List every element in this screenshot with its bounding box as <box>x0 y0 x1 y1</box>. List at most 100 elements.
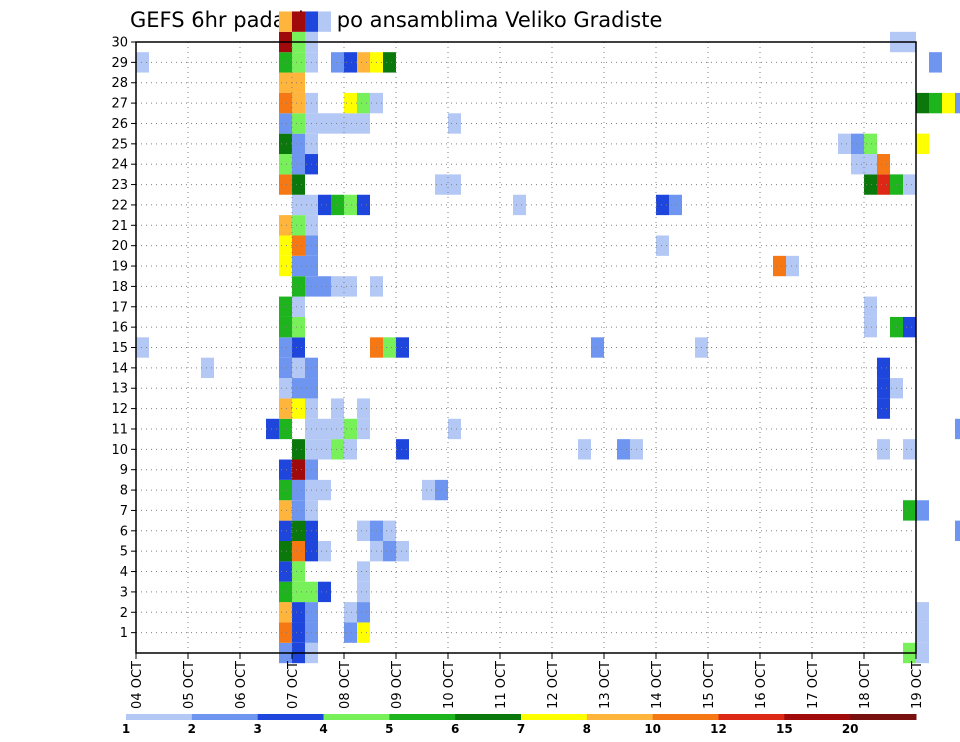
x-tick-label: 18 OCT <box>858 661 873 709</box>
x-tick-label: 08 OCT <box>338 661 353 709</box>
x-tick-label: 10 OCT <box>442 661 457 709</box>
heatmap-cell <box>292 133 305 155</box>
heatmap-cell <box>357 602 370 623</box>
x-tick-label: 04 OCT <box>130 661 145 709</box>
heatmap-cell <box>344 602 357 623</box>
chart-title: GEFS 6hr padavine po ansamblima Veliko G… <box>130 8 662 32</box>
heatmap-cell <box>656 194 669 216</box>
legend-swatch <box>126 714 193 720</box>
y-axis-ticks: 1234567891011121314151617181920212223242… <box>111 36 136 641</box>
heatmap-cell <box>292 11 305 32</box>
legend-swatch <box>718 714 785 720</box>
heatmap-cell <box>422 479 435 501</box>
heatmap-cell <box>929 52 942 73</box>
y-tick-label: 24 <box>111 158 128 173</box>
x-tick-label: 09 OCT <box>390 661 405 709</box>
heatmap-cell <box>656 235 669 256</box>
heatmap-cell <box>292 479 305 501</box>
heatmap-cell <box>292 235 305 256</box>
heatmap-cell <box>773 255 786 277</box>
y-tick-label: 12 <box>111 402 128 417</box>
x-tick-label: 16 OCT <box>754 661 769 709</box>
heatmap-cell <box>279 561 292 582</box>
y-tick-label: 29 <box>111 56 128 71</box>
heatmap-cell <box>292 337 305 358</box>
heatmap-cell <box>292 378 305 399</box>
heatmap-cell <box>344 439 357 460</box>
heatmap-cell <box>279 174 292 195</box>
heatmap-cell <box>591 337 604 358</box>
legend-swatch <box>586 714 654 720</box>
heatmap-cell <box>292 52 305 73</box>
heatmap-cell <box>292 459 305 480</box>
heatmap-cell <box>279 337 292 358</box>
heatmap-cell <box>448 174 461 195</box>
legend-swatch <box>389 714 456 720</box>
heatmap-cell <box>279 500 292 521</box>
heatmap-cell <box>279 540 292 562</box>
heatmap-cell <box>344 418 357 440</box>
y-tick-label: 18 <box>111 280 128 295</box>
heatmap-cell <box>292 316 305 338</box>
heatmap-cell <box>617 439 630 460</box>
heatmap-cell <box>513 194 526 216</box>
heatmap-cell <box>292 561 305 582</box>
heatmap-cell <box>955 92 960 114</box>
heatmap-cell <box>357 92 370 114</box>
heatmap-cell <box>357 520 370 541</box>
heatmap-cell <box>292 357 305 379</box>
x-tick-label: 15 OCT <box>702 661 717 709</box>
y-tick-label: 9 <box>120 463 128 478</box>
heatmap-cell <box>279 622 292 643</box>
heatmap-cell <box>903 500 916 521</box>
heatmap-cell <box>864 174 877 195</box>
x-tick-label: 19 OCT <box>910 661 925 709</box>
heatmap-cell <box>292 296 305 317</box>
heatmap-cell <box>383 520 396 541</box>
heatmap-cell <box>318 276 331 297</box>
y-tick-label: 3 <box>120 585 128 600</box>
heatmap-cell <box>955 418 960 440</box>
y-tick-label: 10 <box>111 443 128 458</box>
x-tick-label: 12 OCT <box>546 661 561 709</box>
y-tick-label: 2 <box>120 606 128 621</box>
heatmap-cell <box>942 92 955 114</box>
heatmap-cell <box>279 316 292 338</box>
heatmap-cell <box>357 52 370 73</box>
heatmap-cell <box>448 418 461 440</box>
heatmap-cell <box>292 500 305 521</box>
heatmap-cell <box>916 92 929 114</box>
y-tick-label: 8 <box>120 484 128 499</box>
heatmap-cell <box>292 540 305 562</box>
y-tick-label: 7 <box>120 504 128 519</box>
heatmap-cell <box>916 602 929 623</box>
heatmap-cell <box>279 52 292 73</box>
heatmap-cell <box>292 622 305 643</box>
heatmap-cell <box>786 255 799 277</box>
heatmap-cell <box>383 52 396 73</box>
heatmap-cell <box>383 540 396 562</box>
heatmap-cell <box>344 622 357 643</box>
heatmap-cell <box>669 194 682 216</box>
heatmap-cell <box>292 92 305 114</box>
heatmap-cell <box>877 398 890 419</box>
heatmap-cell <box>201 357 214 379</box>
heatmap-cell <box>357 581 370 603</box>
y-tick-label: 5 <box>120 545 128 560</box>
heatmap-cell <box>318 418 331 440</box>
heatmap-cell <box>383 337 396 358</box>
legend-label: 1 <box>122 722 130 736</box>
heatmap-cell <box>279 378 292 399</box>
heatmap-cell <box>357 561 370 582</box>
legend-label: 3 <box>253 722 261 736</box>
legend-label: 10 <box>644 722 661 736</box>
y-tick-label: 13 <box>111 382 128 397</box>
heatmap-cell <box>344 113 357 134</box>
y-tick-label: 30 <box>111 36 128 51</box>
heatmap-cell <box>292 439 305 460</box>
heatmap-cell <box>851 154 864 175</box>
heatmap-cell <box>331 418 344 440</box>
heatmap-cell <box>344 194 357 216</box>
heatmap-cell <box>292 194 305 216</box>
